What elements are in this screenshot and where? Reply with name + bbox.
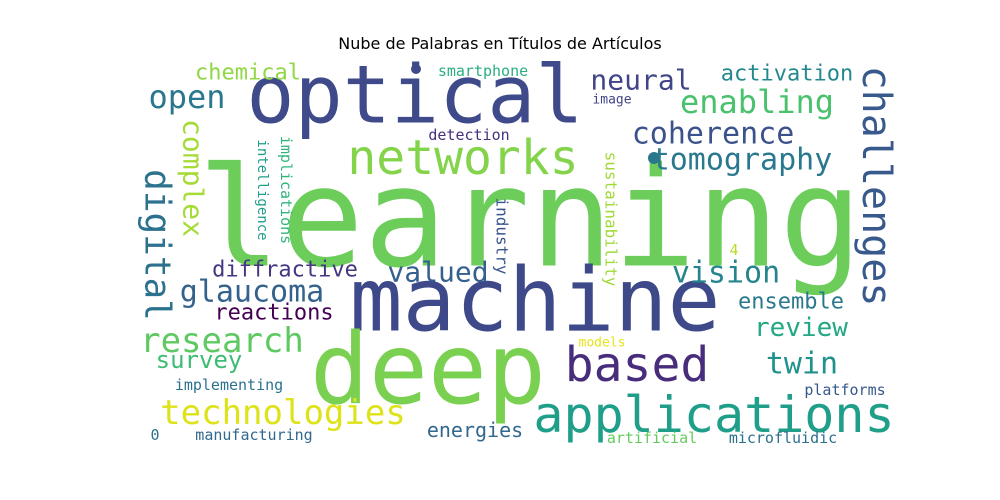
word-implementing: implementing — [175, 376, 283, 394]
word-manufacturing: manufacturing — [195, 426, 312, 444]
dot-mark — [648, 152, 660, 164]
word-reactions: reactions — [214, 301, 333, 326]
word-machine: machine — [350, 249, 721, 352]
word-implications: implications — [277, 136, 295, 244]
word-networks: networks — [347, 130, 578, 186]
word-intelligence: intelligence — [254, 139, 270, 240]
word-based: based — [565, 337, 710, 393]
word-4: 4 — [729, 241, 738, 259]
word-artificial: artificial — [607, 429, 697, 447]
word-valued: valued — [387, 256, 488, 289]
word-digital: digital — [137, 169, 178, 321]
word-review: review — [754, 313, 848, 343]
dot-mark — [411, 64, 421, 74]
word-0: 0 — [150, 426, 159, 444]
word-neural: neural — [590, 64, 691, 97]
word-models: models — [579, 336, 626, 351]
word-detection: detection — [428, 126, 509, 144]
word-applications: applications — [533, 386, 894, 444]
word-learning: learning — [198, 138, 863, 299]
word-smartphone: smartphone — [438, 62, 528, 80]
chart-title: Nube de Palabras en Títulos de Artículos — [338, 34, 662, 53]
word-coherence: coherence — [632, 117, 795, 152]
word-glaucoma: glaucoma — [180, 275, 325, 310]
word-industry: industry — [493, 197, 512, 274]
word-challenges: challenges — [853, 66, 899, 307]
word-chemical: chemical — [195, 61, 301, 86]
word-microfluidic: microfluidic — [729, 429, 837, 447]
word-tomography: tomography — [652, 143, 833, 178]
word-deep: deep — [310, 313, 546, 427]
word-enabling: enabling — [680, 83, 834, 121]
word-research: research — [140, 321, 304, 361]
word-open: open — [148, 78, 225, 116]
word-optical: optical — [246, 49, 583, 142]
word-image: image — [592, 93, 631, 108]
word-platforms: platforms — [804, 381, 885, 399]
word-activation: activation — [721, 62, 853, 87]
word-sustainability: sustainability — [602, 152, 621, 287]
word-ensemble: ensemble — [738, 290, 844, 315]
word-complex: complex — [177, 119, 210, 237]
word-diffractive: diffractive — [212, 258, 358, 283]
word-vision: vision — [672, 256, 780, 291]
word-survey: survey — [156, 346, 243, 374]
word-technologies: technologies — [160, 393, 406, 433]
word-twin: twin — [766, 347, 838, 382]
word-energies: energies — [427, 418, 523, 442]
